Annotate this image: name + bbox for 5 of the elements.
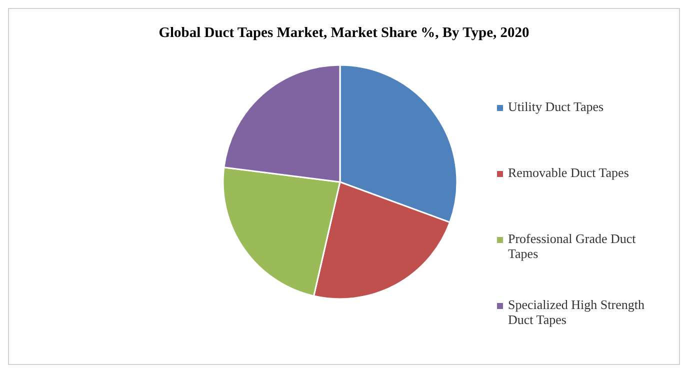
legend-label: Professional Grade Duct Tapes [508,231,637,261]
legend-label: Utility Duct Tapes [508,99,604,114]
legend-label: Specialized High Strength Duct Tapes [508,297,646,327]
legend-label: Removable Duct Tapes [508,165,629,180]
chart-title: Global Duct Tapes Market, Market Share %, By Type, 2020 [158,25,530,42]
